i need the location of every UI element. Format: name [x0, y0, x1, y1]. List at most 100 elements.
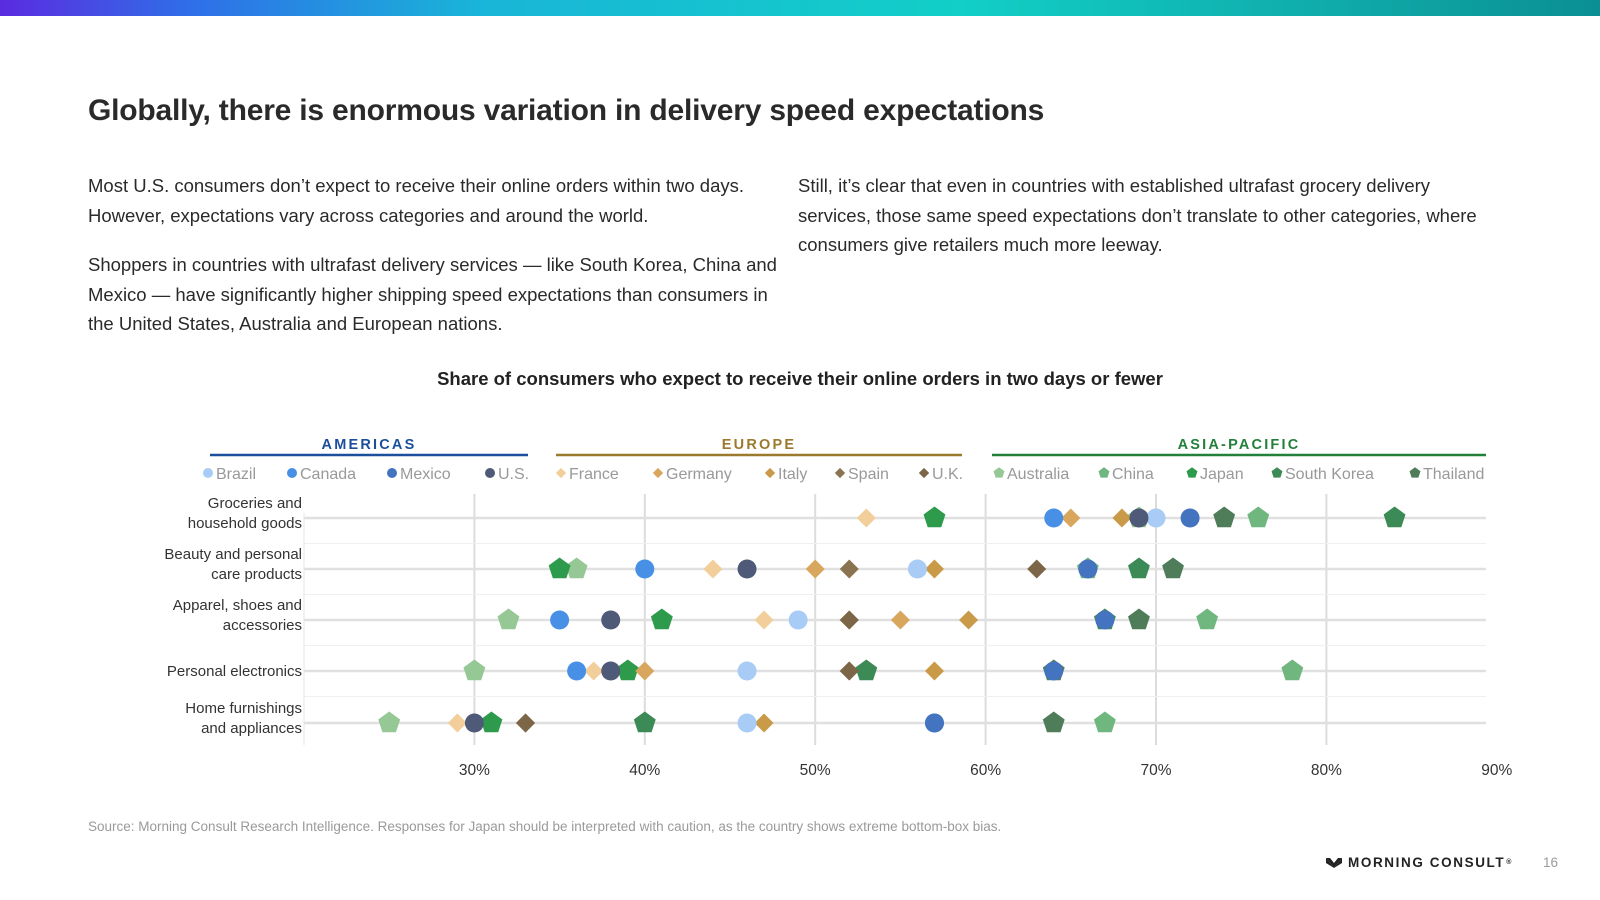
data-point	[856, 508, 876, 528]
legend-marker	[1186, 467, 1198, 478]
data-point	[601, 610, 621, 630]
data-point	[839, 610, 859, 630]
data-point	[1383, 506, 1406, 528]
data-point	[616, 659, 639, 681]
data-point	[1196, 608, 1219, 630]
x-tick-label: 90%	[1481, 762, 1512, 779]
legend-marker	[555, 467, 567, 479]
data-point	[754, 713, 774, 733]
region-header: EUROPE	[722, 437, 796, 453]
data-point	[463, 659, 486, 681]
logo-registered-mark: ®	[1506, 859, 1512, 866]
legend-label: U.K.	[932, 466, 963, 483]
x-tick-label: 30%	[459, 762, 490, 779]
data-point	[1078, 559, 1098, 579]
data-point	[497, 608, 520, 630]
legend-label: Australia	[1007, 466, 1069, 483]
category-label: Apparel, shoes and	[173, 597, 302, 614]
data-point	[1061, 508, 1081, 528]
legend-marker	[203, 468, 213, 478]
data-point	[584, 661, 604, 681]
category-label: and appliances	[201, 720, 302, 737]
body-paragraph: Still, it’s clear that even in countries…	[798, 175, 1477, 255]
data-point	[737, 661, 757, 681]
legend-label: Japan	[1200, 466, 1244, 483]
category-label: Personal electronics	[167, 663, 302, 680]
legend-label: Thailand	[1423, 466, 1484, 483]
x-tick-label: 50%	[800, 762, 831, 779]
data-point	[924, 559, 944, 579]
x-tick-label: 60%	[970, 762, 1001, 779]
data-point	[1128, 557, 1150, 579]
data-point	[550, 610, 570, 630]
chart-title: Share of consumers who expect to receive…	[437, 368, 1163, 389]
legend-marker	[387, 468, 397, 478]
data-point	[788, 610, 808, 630]
data-point	[890, 610, 910, 630]
category-label: Beauty and personal	[164, 546, 302, 563]
legend-label: Brazil	[216, 466, 256, 483]
data-point	[805, 559, 825, 579]
data-point	[924, 661, 944, 681]
logo-mark-icon	[1326, 857, 1342, 868]
body-column-right: Still, it’s clear that even in countries…	[798, 171, 1498, 280]
legend-marker	[652, 467, 664, 479]
data-point	[754, 610, 774, 630]
data-point	[839, 661, 859, 681]
data-point	[855, 659, 878, 681]
data-point	[480, 711, 503, 733]
data-point	[1281, 659, 1304, 681]
data-point	[378, 711, 401, 733]
body-paragraph: Most U.S. consumers don’t expect to rece…	[88, 175, 745, 226]
legend-label: China	[1112, 466, 1154, 483]
data-point	[923, 506, 946, 528]
data-point	[601, 661, 621, 681]
data-point	[1247, 506, 1270, 528]
legend-label: Mexico	[400, 466, 451, 483]
region-header: ASIA-PACIFIC	[1178, 437, 1301, 453]
data-point	[565, 557, 588, 579]
data-point	[464, 713, 484, 733]
legend-marker	[764, 467, 776, 479]
legend-label: Canada	[300, 466, 356, 483]
category-label: Groceries and	[208, 495, 302, 512]
legend-label: Spain	[848, 466, 889, 483]
data-point	[907, 559, 927, 579]
top-gradient-bar	[0, 0, 1600, 16]
legend-label: France	[569, 466, 619, 483]
legend-marker	[287, 468, 297, 478]
data-point	[1042, 711, 1065, 733]
data-point	[1146, 508, 1166, 528]
legend-marker	[1271, 467, 1283, 478]
data-point	[1095, 610, 1115, 630]
data-point	[737, 713, 757, 733]
data-point	[516, 713, 536, 733]
data-point	[1213, 506, 1236, 528]
data-point	[1112, 508, 1132, 528]
body-column-left: Most U.S. consumers don’t expect to rece…	[88, 171, 778, 359]
category-label: household goods	[188, 515, 302, 532]
data-point	[633, 711, 656, 733]
page-title: Globally, there is enormous variation in…	[88, 94, 1045, 127]
data-point	[703, 559, 723, 579]
category-label: accessories	[223, 617, 302, 634]
data-point	[1093, 711, 1116, 733]
x-tick-label: 40%	[629, 762, 660, 779]
source-footnote: Source: Morning Consult Research Intelli…	[88, 819, 1002, 834]
region-header: AMERICAS	[322, 437, 417, 453]
data-point	[737, 559, 757, 579]
x-tick-label: 70%	[1140, 762, 1171, 779]
category-label: care products	[211, 566, 302, 583]
data-point	[1128, 608, 1150, 630]
category-label: Home furnishings	[185, 700, 302, 717]
legend-label: Germany	[666, 466, 732, 483]
legend-marker	[834, 467, 846, 479]
legend-marker	[1098, 467, 1110, 478]
legend-label: U.S.	[498, 466, 529, 483]
x-tick-label: 80%	[1311, 762, 1342, 779]
legend-marker	[1409, 467, 1421, 478]
data-point	[650, 608, 673, 630]
data-point	[1162, 557, 1184, 579]
data-point	[1044, 508, 1064, 528]
